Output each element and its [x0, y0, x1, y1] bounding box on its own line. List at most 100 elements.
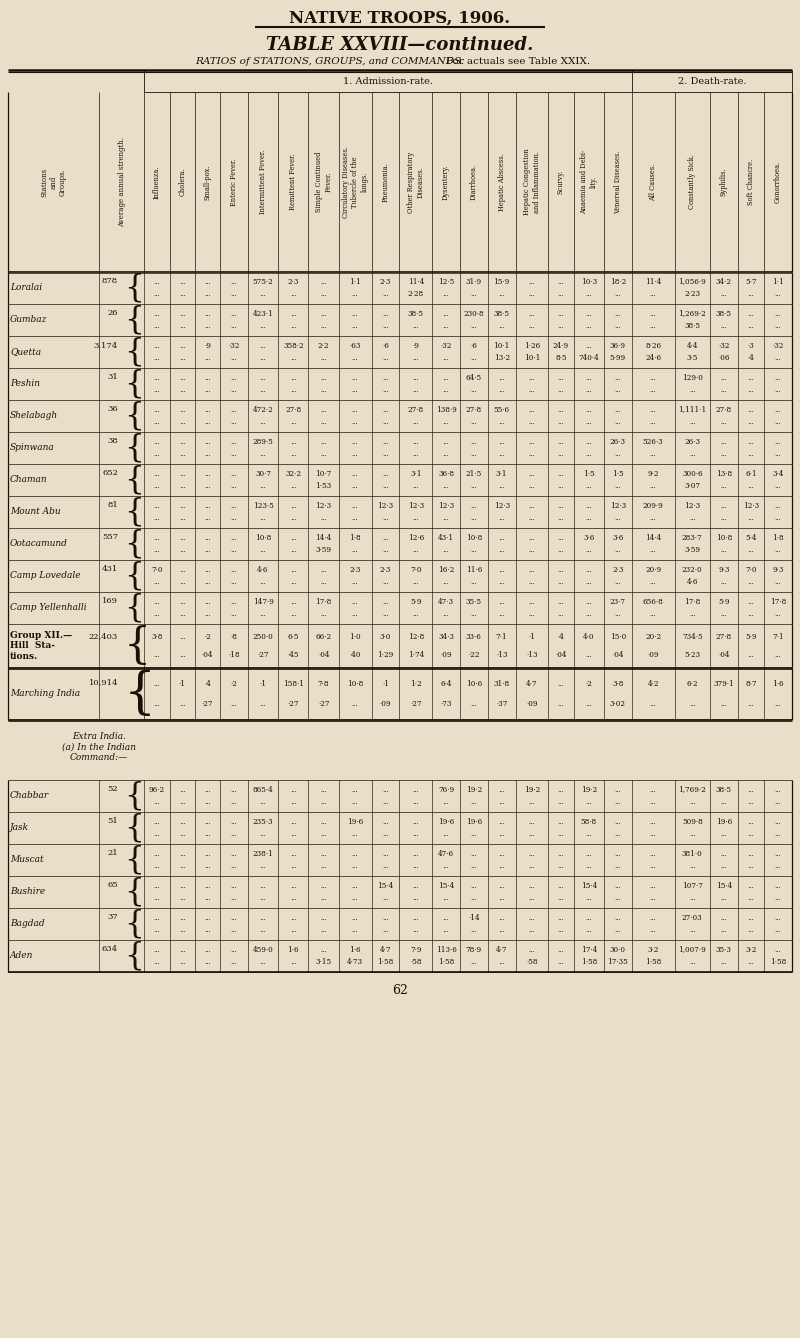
Text: ...: ... [442, 863, 450, 871]
Text: ...: ... [230, 946, 238, 954]
Text: ...: ... [721, 850, 727, 858]
Text: ...: ... [154, 277, 160, 285]
Text: {: { [124, 780, 144, 812]
Text: ...: ... [382, 514, 389, 522]
Text: ...: ... [260, 451, 266, 459]
Text: ...: ... [470, 958, 478, 966]
Text: ...: ... [442, 926, 450, 934]
Text: 66·2: 66·2 [315, 633, 332, 641]
Text: {: { [124, 909, 144, 939]
Text: ...: ... [498, 894, 505, 902]
Text: 19·6: 19·6 [438, 818, 454, 826]
Text: ...: ... [614, 309, 621, 317]
Text: 21: 21 [107, 848, 118, 856]
Text: ...: ... [260, 958, 266, 966]
Text: ...: ... [721, 578, 727, 586]
Text: 1,007·9: 1,007·9 [678, 946, 706, 954]
Text: ...: ... [558, 373, 564, 381]
Text: ...: ... [747, 700, 754, 708]
Text: Intermittent Fever.: Intermittent Fever. [259, 150, 267, 214]
Text: ·9: ·9 [412, 341, 419, 349]
Text: ...: ... [747, 831, 754, 839]
Text: 64·5: 64·5 [466, 373, 482, 381]
Text: Simple Continued
Fever.: Simple Continued Fever. [315, 151, 332, 213]
Text: Marching India: Marching India [10, 689, 80, 698]
Text: ...: ... [352, 373, 358, 381]
Text: ...: ... [614, 373, 621, 381]
Text: ...: ... [260, 355, 266, 363]
Text: ...: ... [498, 290, 505, 298]
Text: ...: ... [747, 483, 754, 491]
Text: ...: ... [498, 438, 505, 446]
Text: ...: ... [774, 290, 782, 298]
Text: 1·2: 1·2 [410, 680, 422, 688]
Text: ...: ... [747, 650, 754, 658]
Text: 5·4: 5·4 [746, 534, 757, 542]
Text: 7·0: 7·0 [151, 566, 162, 574]
Text: 11·4: 11·4 [407, 277, 424, 285]
Text: ...: ... [650, 514, 657, 522]
Text: ...: ... [650, 785, 657, 793]
Text: ...: ... [650, 882, 657, 890]
Text: 3·8: 3·8 [151, 633, 162, 641]
Text: ...: ... [154, 946, 160, 954]
Text: ...: ... [558, 926, 564, 934]
Text: 2·3: 2·3 [350, 566, 361, 574]
Text: 423·1: 423·1 [253, 309, 274, 317]
Text: 431: 431 [102, 565, 118, 573]
Text: ...: ... [179, 534, 186, 542]
Text: ...: ... [650, 578, 657, 586]
Text: ...: ... [774, 405, 782, 413]
Text: ...: ... [154, 290, 160, 298]
Text: ...: ... [179, 470, 186, 478]
Text: ...: ... [230, 502, 238, 510]
Text: ...: ... [470, 863, 478, 871]
Text: 557: 557 [102, 533, 118, 541]
Text: 358·2: 358·2 [283, 341, 304, 349]
Text: ...: ... [558, 290, 564, 298]
Text: ...: ... [721, 322, 727, 330]
Text: ...: ... [529, 546, 535, 554]
Text: 6·1: 6·1 [745, 470, 757, 478]
Text: 1·29: 1·29 [378, 650, 394, 658]
Text: 459·0: 459·0 [253, 946, 274, 954]
Text: ...: ... [558, 387, 564, 395]
Text: ...: ... [204, 502, 211, 510]
Text: ...: ... [204, 926, 211, 934]
Text: Camp Yellenhalli: Camp Yellenhalli [10, 603, 86, 613]
Text: ...: ... [179, 946, 186, 954]
Text: ...: ... [586, 610, 592, 618]
Text: ...: ... [529, 322, 535, 330]
Text: ...: ... [470, 831, 478, 839]
Text: ...: ... [442, 373, 450, 381]
Text: ...: ... [413, 438, 419, 446]
Text: 12·3: 12·3 [378, 502, 394, 510]
Text: Extra India.
(a) In the Indian
Command:—: Extra India. (a) In the Indian Command:— [62, 732, 136, 761]
Text: ...: ... [614, 451, 621, 459]
Text: ...: ... [290, 502, 297, 510]
Text: 7·1: 7·1 [496, 633, 507, 641]
Text: ...: ... [442, 483, 450, 491]
Text: ...: ... [650, 914, 657, 922]
Text: 12·3: 12·3 [684, 502, 700, 510]
Text: 652: 652 [102, 468, 118, 476]
Text: All Causes.: All Causes. [649, 163, 657, 201]
Text: ...: ... [650, 322, 657, 330]
Text: ...: ... [290, 534, 297, 542]
Text: ...: ... [179, 514, 186, 522]
Text: ...: ... [498, 926, 505, 934]
Text: 7·1: 7·1 [772, 633, 784, 641]
Text: 4·6: 4·6 [686, 578, 698, 586]
Text: {: { [124, 812, 144, 843]
Text: ...: ... [442, 451, 450, 459]
Text: ...: ... [230, 514, 238, 522]
Text: ...: ... [413, 882, 419, 890]
Text: 740·4: 740·4 [578, 355, 599, 363]
Text: ...: ... [352, 882, 358, 890]
Text: ·58: ·58 [526, 958, 538, 966]
Text: 16·2: 16·2 [438, 566, 454, 574]
Text: ...: ... [689, 926, 696, 934]
Text: ...: ... [154, 894, 160, 902]
Text: ...: ... [230, 470, 238, 478]
Text: ...: ... [442, 610, 450, 618]
